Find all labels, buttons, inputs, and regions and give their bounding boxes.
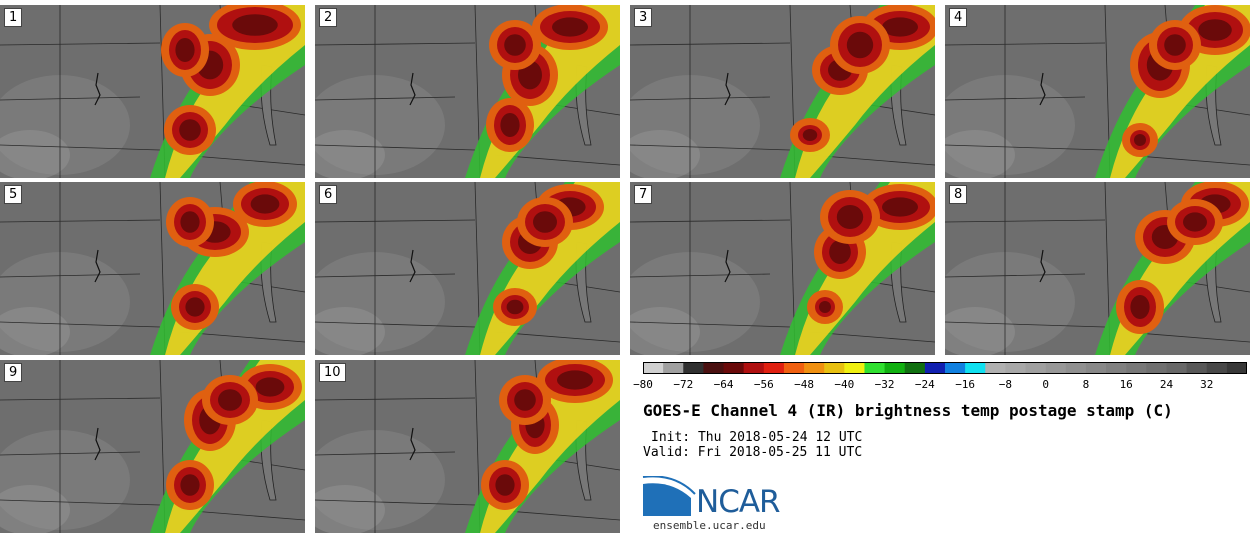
panel-label: 9 xyxy=(4,363,23,382)
colorbar-segment xyxy=(824,362,845,374)
panel-label: 8 xyxy=(949,185,968,204)
ir-brightness-map xyxy=(315,182,620,355)
panel-label: 2 xyxy=(319,8,338,27)
colorbar-tick-label: 16 xyxy=(1119,378,1133,391)
colorbar-segment xyxy=(985,362,1006,374)
colorbar-segment xyxy=(743,362,765,374)
colorbar-tick-label: 0 xyxy=(1042,378,1049,391)
colorbar xyxy=(643,362,1247,374)
colorbar-segment xyxy=(1186,362,1208,374)
ensemble-member-panel: 2 xyxy=(315,5,620,178)
panel-label: 6 xyxy=(319,185,338,204)
colorbar-tick-label: −80 xyxy=(633,378,653,391)
colorbar-tick-label: −32 xyxy=(874,378,895,391)
panel-label: 10 xyxy=(319,363,346,382)
panel-label: 7 xyxy=(634,185,653,204)
panel-label: 1 xyxy=(4,8,23,27)
ensemble-member-panel: 5 xyxy=(0,182,305,355)
colorbar-segment xyxy=(804,362,825,374)
ir-brightness-map xyxy=(0,182,305,355)
colorbar-tick-label: −8 xyxy=(998,378,1013,391)
valid-time: Valid: Fri 2018-05-25 11 UTC xyxy=(643,445,863,460)
ir-brightness-map xyxy=(0,5,305,178)
colorbar-segment xyxy=(1025,362,1047,374)
panel-label: 3 xyxy=(634,8,653,27)
ensemble-member-panel: 8 xyxy=(945,182,1250,355)
colorbar-segment xyxy=(965,362,986,374)
colorbar-segment xyxy=(884,362,906,374)
colorbar-tick-labels: −80 −72 −64 −56 −48 −40 −32 −24 −16 −8 0 8 16 24 32 xyxy=(633,378,1247,394)
colorbar-segment xyxy=(763,362,785,374)
logo-text: NCAR xyxy=(696,484,781,520)
colorbar-tick-label: −48 xyxy=(794,378,814,391)
colorbar-segment xyxy=(663,362,684,374)
colorbar-tick-label: 24 xyxy=(1159,378,1174,391)
colorbar-tick-label: −72 xyxy=(673,378,694,391)
colorbar-segment xyxy=(1005,362,1027,374)
colorbar-segment xyxy=(783,362,805,374)
ensemble-member-panel: 9 xyxy=(0,360,305,533)
colorbar-segment xyxy=(945,362,966,374)
colorbar-segment xyxy=(1106,362,1127,374)
colorbar-tick-label: −16 xyxy=(955,378,976,391)
colorbar-segment xyxy=(844,362,865,374)
colorbar-tick-label: 8 xyxy=(1082,378,1090,391)
colorbar-segment xyxy=(1146,362,1167,374)
ncar-logo-icon xyxy=(642,476,696,516)
ir-brightness-map xyxy=(630,182,935,355)
colorbar-segment xyxy=(1085,362,1107,374)
ensemble-member-panel: 1 xyxy=(0,5,305,178)
colorbar-segment xyxy=(924,362,946,374)
colorbar-tick-label: −56 xyxy=(753,378,774,391)
colorbar-segment xyxy=(1065,362,1087,374)
colorbar-segment xyxy=(1206,362,1228,374)
site-url: ensemble.ucar.edu xyxy=(653,519,766,532)
colorbar-segment xyxy=(904,362,926,374)
colorbar-tick-label: 32 xyxy=(1200,378,1214,391)
panel-label: 4 xyxy=(949,8,968,27)
colorbar-segment xyxy=(683,362,704,374)
colorbar-segment xyxy=(703,362,725,374)
colorbar-segment xyxy=(864,362,886,374)
ir-brightness-map xyxy=(945,5,1250,178)
ir-brightness-map xyxy=(0,360,305,533)
colorbar-segment xyxy=(1126,362,1147,374)
ensemble-member-panel: 10 xyxy=(315,360,620,533)
ir-brightness-map xyxy=(945,182,1250,355)
colorbar-segment xyxy=(1045,362,1067,374)
ir-brightness-map xyxy=(315,360,620,533)
colorbar-tick-label: −24 xyxy=(914,378,935,391)
figure-title: GOES-E Channel 4 (IR) brightness temp po… xyxy=(643,401,1173,420)
init-time: Init: Thu 2018-05-24 12 UTC xyxy=(651,430,863,445)
ensemble-member-panel: 7 xyxy=(630,182,935,355)
colorbar-segment xyxy=(1166,362,1188,374)
colorbar-segment xyxy=(643,362,664,374)
ensemble-member-panel: 3 xyxy=(630,5,935,178)
ensemble-member-panel: 4 xyxy=(945,5,1250,178)
panel-label: 5 xyxy=(4,185,23,204)
colorbar-segment xyxy=(723,362,745,374)
colorbar-tick-label: −40 xyxy=(834,378,855,391)
colorbar-tick-label: −64 xyxy=(713,378,734,391)
ir-brightness-map xyxy=(315,5,620,178)
ir-brightness-map xyxy=(630,5,935,178)
colorbar-segment xyxy=(1226,362,1247,374)
ensemble-member-panel: 6 xyxy=(315,182,620,355)
